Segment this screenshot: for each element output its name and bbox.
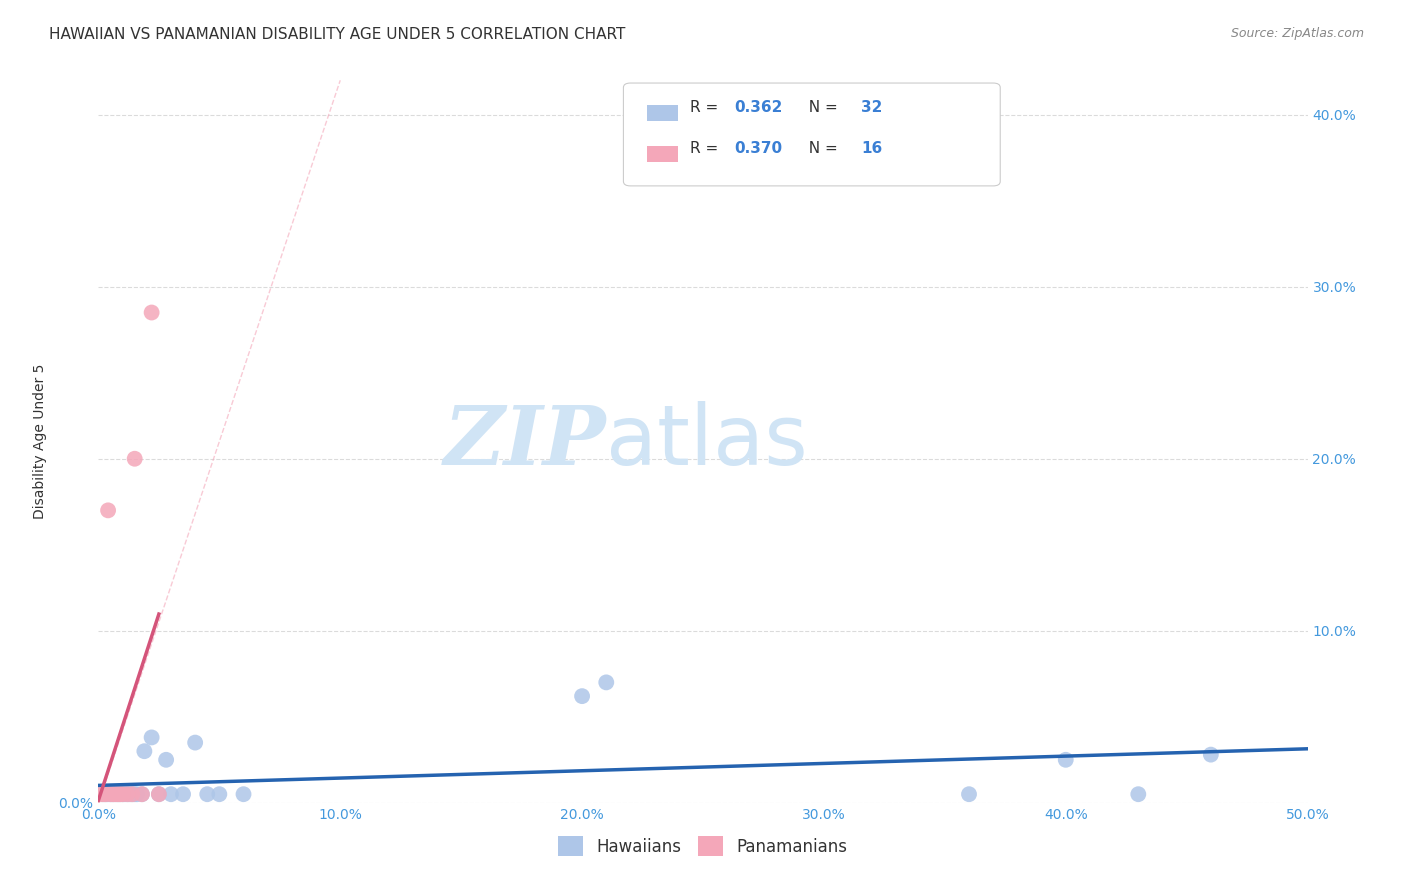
Text: 16: 16 [860,142,883,156]
Text: 32: 32 [860,100,883,115]
Point [94,787,117,801]
Text: N =: N = [799,142,842,156]
Point [571,689,593,703]
Point [90,787,112,801]
Point [208,787,231,801]
Point [97,787,120,801]
Point [117,787,139,801]
Text: HAWAIIAN VS PANAMANIAN DISABILITY AGE UNDER 5 CORRELATION CHART: HAWAIIAN VS PANAMANIAN DISABILITY AGE UN… [49,27,626,42]
Text: R =: R = [689,142,723,156]
Point [127,787,149,801]
Point [957,787,980,801]
Text: R =: R = [689,100,723,115]
Point [148,787,170,801]
Point [172,787,194,801]
Point [124,451,146,466]
Point [121,787,143,801]
Text: ZIP: ZIP [444,401,606,482]
Point [195,787,218,801]
Point [131,787,153,801]
Point [121,787,143,801]
Legend: Hawaiians, Panamanians: Hawaiians, Panamanians [551,830,855,863]
Point [111,787,134,801]
Text: atlas: atlas [606,401,808,482]
Point [1054,753,1077,767]
Text: 0.362: 0.362 [734,100,783,115]
Point [104,787,127,801]
Point [100,787,122,801]
Text: 0.370: 0.370 [734,142,783,156]
Point [114,787,136,801]
Point [91,787,114,801]
Point [148,787,170,801]
Point [101,787,124,801]
Point [155,753,177,767]
Point [108,787,131,801]
Point [107,787,129,801]
Point [1199,747,1222,762]
Point [108,787,131,801]
Point [134,744,156,758]
Point [160,787,183,801]
Point [1128,787,1150,801]
Point [100,787,122,801]
Point [141,731,163,745]
Point [94,787,117,801]
Point [184,735,207,749]
Point [101,787,124,801]
Point [131,787,153,801]
Point [97,503,120,517]
Point [104,787,127,801]
Point [107,787,129,801]
Point [111,787,134,801]
Point [141,305,163,319]
Point [232,787,254,801]
Y-axis label: Disability Age Under 5: Disability Age Under 5 [34,364,48,519]
Point [595,675,617,690]
Point [91,787,114,801]
Point [117,787,139,801]
Text: N =: N = [799,100,842,115]
Text: Source: ZipAtlas.com: Source: ZipAtlas.com [1230,27,1364,40]
Point [118,787,141,801]
Point [124,787,146,801]
